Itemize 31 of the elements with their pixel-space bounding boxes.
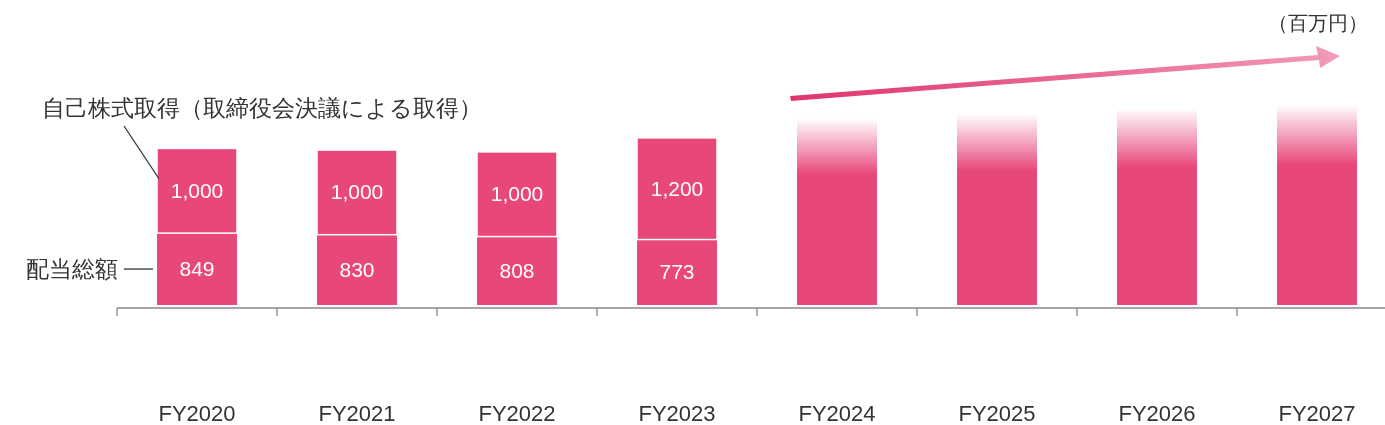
series-label: 自己株式取得（取締役会決議による取得） xyxy=(42,95,482,121)
bar xyxy=(957,113,1037,305)
x-tick-label: FY2024 xyxy=(798,401,876,425)
series-label: 配当総額 xyxy=(26,256,118,283)
bar xyxy=(156,147,238,234)
data-label: 1,000 xyxy=(170,178,224,202)
bar xyxy=(637,239,717,305)
bar xyxy=(317,234,397,305)
x-tick-label: FY2026 xyxy=(1118,401,1196,425)
data-label: 1,000 xyxy=(490,182,544,206)
x-tick-label: FY2022 xyxy=(478,401,556,425)
bar xyxy=(797,118,877,305)
data-label: 808 xyxy=(499,258,535,282)
x-tick-label: FY2023 xyxy=(638,401,716,425)
data-label: 773 xyxy=(659,260,695,284)
data-label: 849 xyxy=(179,257,215,281)
bar xyxy=(636,137,718,241)
bar xyxy=(316,149,398,236)
bar xyxy=(1117,108,1197,305)
x-tick-label: FY2025 xyxy=(958,401,1036,425)
x-tick-label: FY2020 xyxy=(158,401,236,425)
text: （百万円） xyxy=(1268,12,1368,34)
bar xyxy=(476,151,558,238)
data-label: 830 xyxy=(339,257,375,281)
bar xyxy=(157,233,237,305)
x-tick-label: FY2027 xyxy=(1278,401,1356,425)
bar xyxy=(1277,104,1357,305)
bar xyxy=(477,236,557,305)
x-tick-label: FY2021 xyxy=(318,401,396,425)
data-label: 1,200 xyxy=(650,176,704,200)
data-label: 1,000 xyxy=(330,180,384,204)
